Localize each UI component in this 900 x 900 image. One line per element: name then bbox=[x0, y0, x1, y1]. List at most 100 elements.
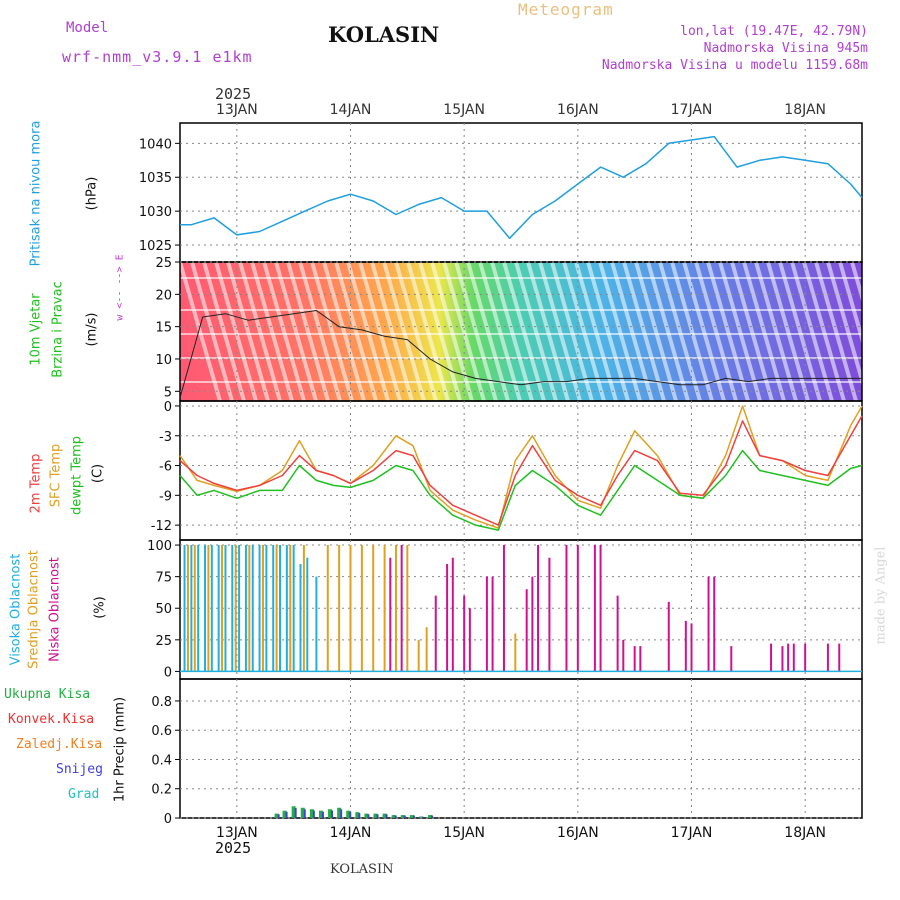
wind-barb-hatch bbox=[862, 261, 900, 395]
wind-barb-hatch bbox=[634, 261, 678, 402]
wind-barb-hatch bbox=[790, 261, 834, 402]
altitude-text: Nadmorska Visina 945m bbox=[703, 41, 868, 56]
precip-bar bbox=[373, 813, 378, 818]
precip-snow-bar bbox=[412, 815, 415, 818]
year-top: 2025 bbox=[215, 85, 252, 103]
bottom-date-label: 17JAN bbox=[671, 825, 713, 841]
precip-tick-label: 0.6 bbox=[151, 724, 172, 739]
precip-bar bbox=[337, 807, 342, 818]
precip-legend-grad: Grad bbox=[68, 787, 100, 802]
precip-snow-bar bbox=[340, 809, 343, 818]
wind-barb-hatch bbox=[178, 261, 222, 402]
pressure-tick-label: 1030 bbox=[139, 205, 172, 220]
wind-barb-hatch bbox=[694, 261, 738, 402]
wind-barb-hatch bbox=[778, 261, 822, 402]
cloud-ylabel-b: Srednja Oblacnost bbox=[26, 550, 42, 669]
wind-barb-hatch bbox=[538, 261, 582, 402]
precip-legend-total: Ukupna Kisa bbox=[4, 687, 91, 702]
pressure-line bbox=[180, 135, 863, 240]
precip-bar bbox=[291, 806, 296, 818]
cloud-ylabel-c: Niska Oblacnost bbox=[47, 557, 63, 662]
wind-barb-hatch bbox=[334, 261, 378, 402]
cloud-panel-frame bbox=[179, 539, 863, 680]
precip-snow-bar bbox=[385, 814, 388, 818]
cloud-ylabel-a: Visoka Oblacnost bbox=[8, 553, 24, 666]
precip-tick-label: 0.4 bbox=[151, 753, 172, 768]
temp-ylabel-b: SFC Temp bbox=[48, 443, 64, 508]
wind-tick-label: 15 bbox=[155, 321, 172, 336]
wind-tick-label: 25 bbox=[155, 256, 172, 271]
temp-ylabel-c: dewpt Temp bbox=[69, 436, 85, 516]
cloud-unit: (%) bbox=[92, 596, 108, 619]
wind-barb-hatch bbox=[766, 261, 810, 402]
precip-snow-bar bbox=[321, 811, 324, 818]
wind-barb-hatch bbox=[466, 261, 510, 402]
wind-barb-hatch bbox=[586, 261, 630, 402]
wind-barb-hatch bbox=[250, 261, 294, 402]
wind-barb-hatch bbox=[418, 261, 462, 402]
credit-text: made by Angel bbox=[873, 546, 889, 645]
precip-legend-conv: Konvek.Kisa bbox=[8, 712, 95, 727]
model-name: wrf-nmm_v3.9.1 e1km bbox=[62, 48, 253, 66]
wind-ylabel-b: Brzina i Pravac bbox=[50, 281, 66, 378]
wind-barb-hatch bbox=[814, 261, 858, 402]
precip-bar bbox=[274, 813, 279, 818]
wind-barb-hatch bbox=[742, 261, 786, 402]
model-label: Model bbox=[66, 20, 109, 36]
wind-barb-hatch bbox=[262, 261, 306, 402]
temp2m-line bbox=[179, 415, 863, 526]
top-date-label: 18JAN bbox=[784, 102, 826, 118]
wind-barb-hatch bbox=[598, 261, 642, 402]
bottom-date-label: 16JAN bbox=[557, 825, 599, 841]
temperature-tick-label: -9 bbox=[159, 489, 172, 504]
wind-barb-hatch bbox=[622, 261, 666, 402]
wind-tick-label: 10 bbox=[155, 353, 172, 368]
wind-barb-hatch bbox=[502, 261, 546, 402]
wind-barb-hatch bbox=[718, 261, 762, 402]
wind-barb-hatch bbox=[490, 261, 534, 402]
wind-barb-hatch bbox=[838, 261, 882, 402]
footer-title: KOLASIN bbox=[330, 862, 394, 877]
wind-barb-hatch bbox=[802, 261, 846, 402]
wind-barb-hatch bbox=[190, 261, 234, 402]
precip-snow-bar bbox=[331, 810, 334, 818]
pressure-panel-frame bbox=[179, 122, 863, 263]
wind-barb-hatch bbox=[706, 261, 750, 402]
wind-barb-hatch bbox=[526, 261, 570, 402]
wind-barb-hatch bbox=[874, 261, 900, 353]
precip-bar bbox=[418, 816, 423, 818]
precip-bar bbox=[400, 815, 405, 818]
top-date-label: 14JAN bbox=[330, 102, 372, 118]
wind-barb-hatch bbox=[886, 261, 900, 311]
temperature-tick-label: -12 bbox=[151, 519, 172, 534]
precip-bar bbox=[309, 809, 314, 818]
wind-tick-label: 5 bbox=[164, 385, 172, 400]
precip-bar bbox=[428, 815, 433, 818]
precip-bar bbox=[391, 815, 396, 818]
precip-snow-bar bbox=[403, 815, 406, 818]
precip-legend-snow: Snijeg bbox=[56, 762, 103, 777]
wind-barb-hatch bbox=[658, 261, 702, 402]
precip-bar bbox=[364, 813, 369, 818]
wind-barb-hatch bbox=[238, 261, 282, 402]
cloud-tick-label: 75 bbox=[155, 571, 172, 586]
precip-bar bbox=[355, 812, 360, 818]
wind-barb-hatch bbox=[286, 261, 330, 402]
precip-ylabel: 1hr Precip (mm) bbox=[112, 696, 128, 803]
precip-snow-bar bbox=[285, 811, 288, 818]
pressure-tick-label: 1035 bbox=[139, 171, 172, 186]
pressure-tick-label: 1025 bbox=[139, 239, 172, 254]
bottom-date-label: 13JAN bbox=[216, 825, 258, 841]
precip-bar bbox=[282, 810, 287, 818]
wind-barb-hatch bbox=[442, 261, 486, 402]
lonlat-text: lon,lat (19.47E, 42.79N) bbox=[680, 24, 868, 39]
wind-unit: (m/s) bbox=[84, 312, 100, 347]
sfc-temp-line bbox=[179, 405, 863, 529]
temperature-tick-label: -6 bbox=[159, 460, 172, 475]
wind-barb-hatch bbox=[454, 261, 498, 402]
bottom-date-label: 18JAN bbox=[784, 825, 826, 841]
model-altitude-text: Nadmorska Visina u modelu 1159.68m bbox=[601, 58, 868, 73]
wind-direction-label: w <-- --> E bbox=[114, 254, 126, 321]
precip-snow-bar bbox=[303, 809, 306, 818]
